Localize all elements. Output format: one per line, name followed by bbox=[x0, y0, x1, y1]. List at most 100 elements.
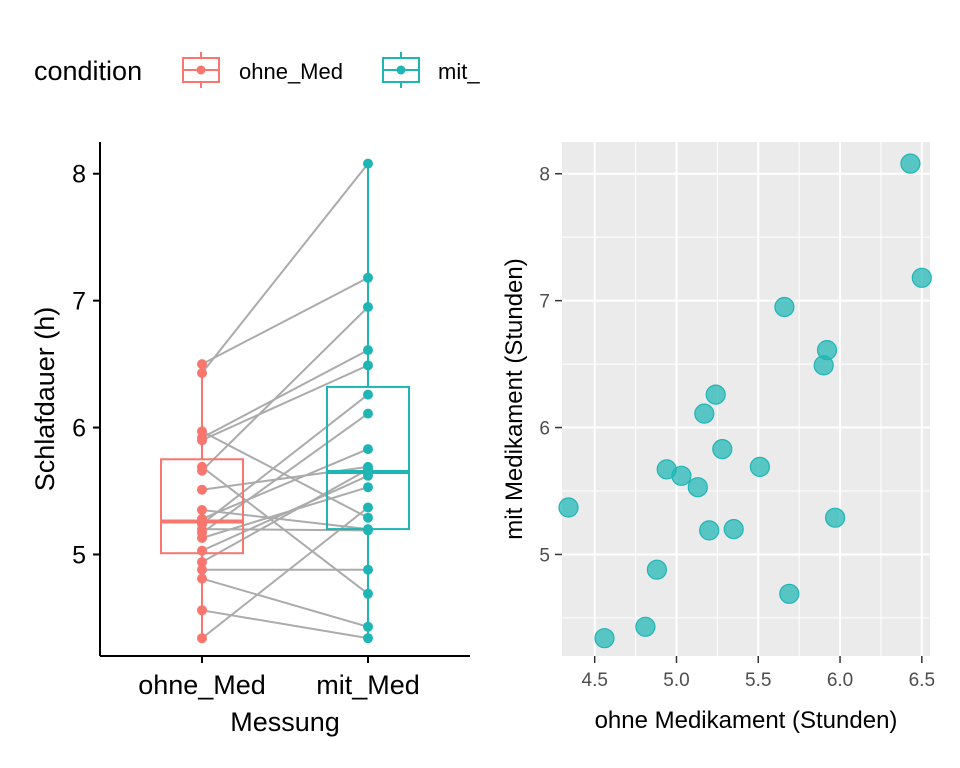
scatter-point bbox=[911, 267, 932, 288]
right-x-ticks: 4.5 5.0 5.5 6.0 6.5 bbox=[582, 656, 935, 691]
point-mit-med bbox=[363, 482, 373, 493]
paired-lines bbox=[201, 162, 369, 640]
x-tick-label: 6.0 bbox=[827, 670, 853, 691]
paired-line bbox=[201, 276, 369, 365]
scatter-point bbox=[779, 583, 800, 604]
left-y-ticks: 5 6 7 8 bbox=[72, 161, 100, 569]
paired-line bbox=[201, 349, 369, 439]
point-mit-med bbox=[363, 564, 373, 575]
left-x-ticks: ohne_Med mit_Med bbox=[138, 656, 420, 700]
scatter-point bbox=[558, 497, 579, 518]
scatter-point bbox=[900, 153, 921, 174]
scatter-point bbox=[705, 384, 726, 405]
y-tick-label: 7 bbox=[72, 288, 86, 316]
scatter-grid bbox=[562, 142, 930, 656]
scatter-point bbox=[824, 507, 846, 528]
x-tick-label: 6.5 bbox=[909, 670, 935, 691]
legend: condition ohne_Med mit_ bbox=[34, 52, 480, 88]
y-tick-label: 6 bbox=[72, 415, 86, 443]
x-tick-label: 5.5 bbox=[745, 670, 771, 691]
scatter-point bbox=[594, 628, 615, 649]
point-mit-med bbox=[363, 158, 373, 169]
scatter-point bbox=[646, 559, 668, 580]
point-ohne-med bbox=[197, 435, 207, 446]
legend-title: condition bbox=[34, 56, 142, 86]
point-ohne-med bbox=[197, 359, 207, 370]
y-tick-label: 7 bbox=[539, 292, 550, 313]
point-ohne-med bbox=[197, 557, 207, 568]
scatter-point bbox=[749, 456, 771, 477]
point-mit-med bbox=[363, 502, 373, 513]
point-ohne-med bbox=[197, 524, 207, 535]
x-tick-label: 4.5 bbox=[582, 670, 608, 691]
x-tick-label: ohne_Med bbox=[138, 670, 266, 700]
point-ohne-med bbox=[197, 533, 207, 543]
point-ohne-med bbox=[197, 545, 207, 556]
scatter-point bbox=[671, 465, 692, 486]
point-mit-med bbox=[363, 345, 373, 356]
point-mit-med bbox=[363, 389, 373, 400]
scatter-point bbox=[774, 296, 795, 318]
left-y-axis-title: Schlafdauer (h) bbox=[30, 307, 60, 492]
point-ohne-med bbox=[197, 564, 207, 575]
point-mit-med bbox=[363, 621, 373, 632]
scatter-point bbox=[699, 520, 720, 541]
paired-line bbox=[201, 509, 369, 531]
legend-key-ohne-med bbox=[182, 52, 220, 88]
paired-line bbox=[201, 162, 369, 374]
point-mit-med bbox=[363, 360, 373, 371]
right-x-axis-title: ohne Medikament (Stunden) bbox=[595, 707, 898, 734]
paired-line bbox=[201, 448, 369, 520]
scatter-point bbox=[813, 355, 834, 376]
paired-line bbox=[201, 393, 369, 525]
y-tick-label: 8 bbox=[72, 161, 86, 189]
x-tick-label: 5.0 bbox=[663, 670, 689, 691]
scatter-background bbox=[562, 142, 930, 656]
point-ohne-med bbox=[197, 505, 207, 515]
paired-line bbox=[201, 364, 369, 442]
y-tick-label: 6 bbox=[539, 419, 550, 440]
scatter-points bbox=[558, 153, 932, 649]
boxplot-panel: 5 6 7 8 ohne_Med mit_Med Messung Schlafdauer… bbox=[30, 142, 470, 737]
right-y-axis-title: mit Medikament (Stunden) bbox=[501, 258, 528, 539]
legend-label-ohne-med: ohne_Med bbox=[239, 59, 343, 84]
right-y-ticks: 5 6 7 8 bbox=[539, 165, 562, 566]
point-mit-med bbox=[363, 470, 373, 481]
point-ohne-med bbox=[197, 605, 207, 616]
point-mit-med bbox=[363, 302, 373, 312]
left-x-axis-title: Messung bbox=[230, 707, 340, 737]
scatter-panel: 5 6 7 8 4.5 5.0 5.5 6.0 6.5 ohne Medikament (St… bbox=[501, 142, 935, 734]
y-tick-label: 5 bbox=[72, 541, 86, 569]
legend-label-mit: mit_ bbox=[438, 59, 480, 84]
point-mit-med bbox=[363, 588, 373, 599]
y-tick-label: 5 bbox=[539, 545, 550, 566]
x-tick-label: mit_Med bbox=[316, 670, 420, 700]
point-mit-med bbox=[363, 633, 373, 644]
legend-key-mit bbox=[382, 52, 420, 88]
point-ohne-med bbox=[197, 461, 207, 472]
paired-line bbox=[201, 577, 369, 628]
point-mit-med bbox=[363, 272, 373, 283]
scatter-point bbox=[687, 477, 708, 498]
scatter-point bbox=[635, 616, 656, 637]
paired-line bbox=[201, 306, 369, 472]
paired-line bbox=[201, 609, 369, 640]
point-mit-med bbox=[363, 512, 373, 523]
paired-line bbox=[201, 466, 369, 595]
paired-line bbox=[201, 430, 369, 519]
point-ohne-med bbox=[197, 633, 207, 644]
point-ohne-med bbox=[197, 573, 207, 584]
point-mit-med bbox=[363, 525, 373, 536]
point-mit-med bbox=[363, 444, 373, 455]
point-mit-med bbox=[363, 408, 373, 419]
scatter-point bbox=[694, 403, 715, 424]
point-ohne-med bbox=[197, 484, 207, 495]
point-ohne-med bbox=[197, 368, 207, 378]
scatter-point bbox=[712, 439, 733, 460]
scatter-point bbox=[723, 518, 744, 540]
boxplot-points bbox=[197, 158, 373, 644]
point-ohne-med bbox=[197, 513, 207, 524]
y-tick-label: 8 bbox=[539, 165, 550, 186]
paired-line bbox=[201, 468, 369, 563]
